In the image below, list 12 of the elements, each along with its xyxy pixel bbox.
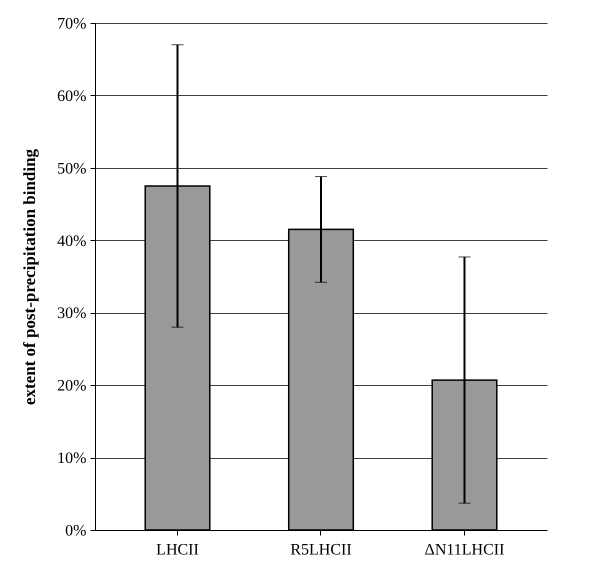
x-tick-label: R5LHCII (290, 542, 352, 558)
y-tick-label: 10% (57, 450, 86, 468)
y-tick-label: 0% (65, 522, 86, 540)
y-tick-label: 30% (57, 305, 86, 322)
y-tick-label: 50% (57, 160, 86, 178)
y-axis-title: extent of post-precipitation binding (20, 148, 40, 406)
x-tick-label: ΔN11LHCII (424, 542, 504, 558)
y-tick-label: 60% (57, 88, 86, 105)
y-tick-label: 20% (57, 378, 86, 395)
y-tick-label: 70% (57, 16, 86, 32)
y-tick-label: 40% (57, 232, 86, 250)
x-tick-label: LHCII (156, 542, 199, 558)
